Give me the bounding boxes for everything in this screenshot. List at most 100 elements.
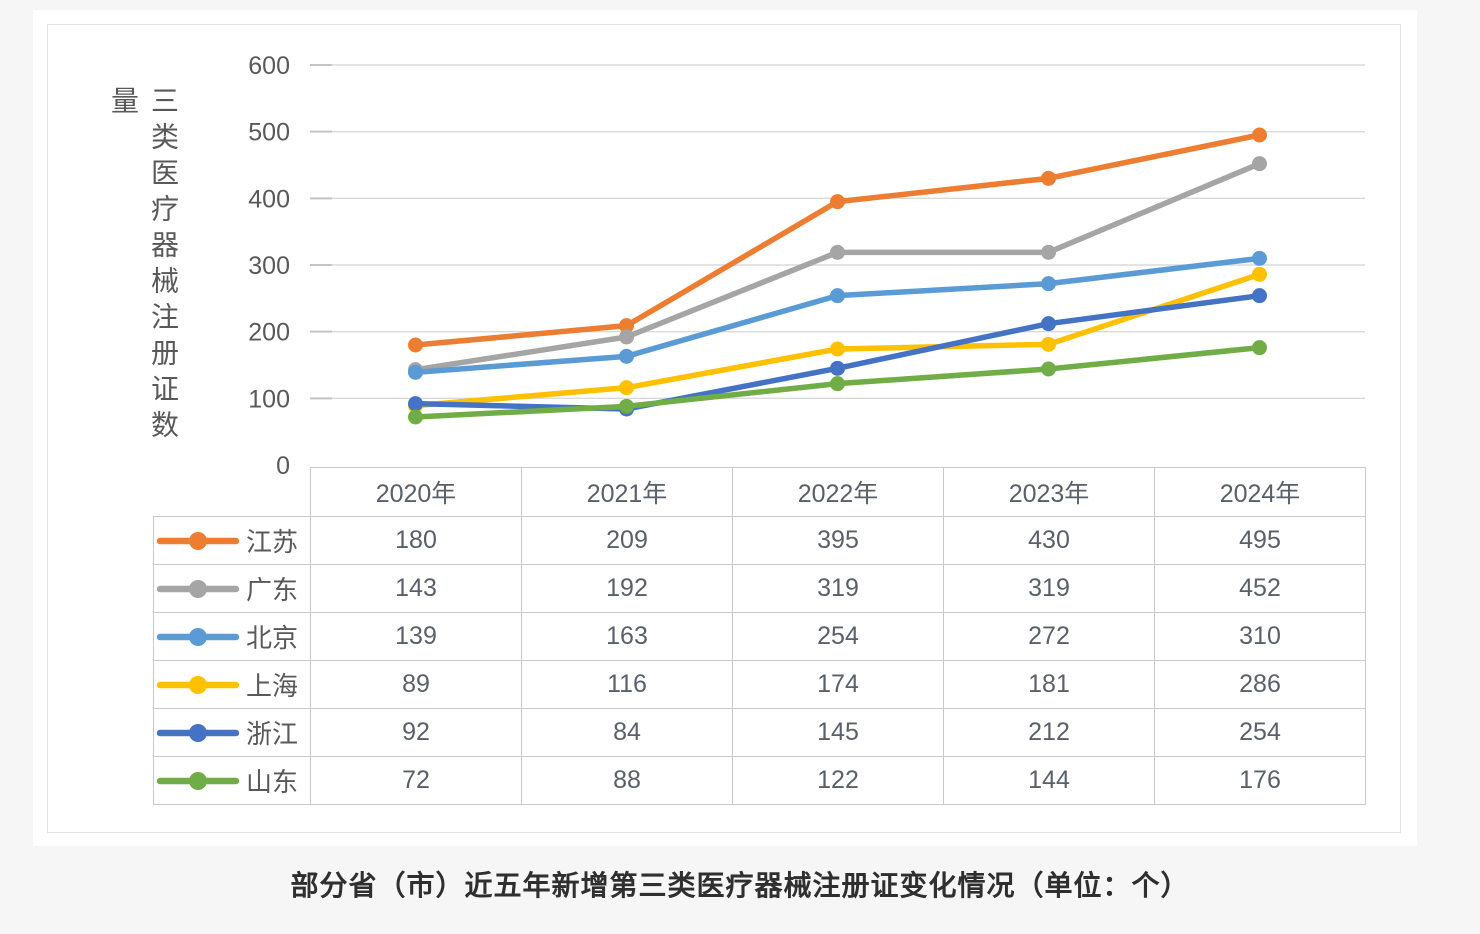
data-point bbox=[830, 360, 845, 376]
data-point bbox=[1041, 244, 1056, 260]
series-name: 广东 bbox=[246, 575, 299, 605]
line-chart: 0 100 200 300 400 500 600 bbox=[248, 52, 1365, 480]
value-cell: 89 bbox=[310, 660, 522, 709]
value-cell: 144 bbox=[943, 756, 1155, 805]
data-point bbox=[830, 341, 845, 357]
value-cell: 139 bbox=[310, 612, 522, 661]
value-cell: 84 bbox=[521, 708, 733, 757]
data-point bbox=[619, 348, 634, 364]
series-name: 浙江 bbox=[246, 719, 299, 749]
data-point bbox=[1252, 288, 1267, 304]
value-cell: 88 bbox=[521, 756, 733, 805]
data-table: 2020年 2021年 2022年 2023年 2024年 江苏 180 209 395 430… bbox=[153, 467, 1366, 805]
y-tick-label: 500 bbox=[248, 119, 290, 147]
table-row: 江苏 180 209 395 430 495 bbox=[153, 516, 1366, 565]
value-cell: 192 bbox=[521, 564, 733, 613]
data-point bbox=[408, 337, 423, 353]
y-tick-label: 300 bbox=[248, 252, 290, 280]
legend-line-marker-icon bbox=[157, 771, 239, 790]
data-point bbox=[1252, 156, 1267, 172]
year-header: 2024年 bbox=[1154, 467, 1366, 517]
value-cell: 495 bbox=[1154, 516, 1366, 565]
value-cell: 122 bbox=[732, 756, 944, 805]
data-point bbox=[1041, 336, 1056, 352]
value-cell: 212 bbox=[943, 708, 1155, 757]
y-tick-label: 400 bbox=[248, 185, 290, 213]
year-header: 2020年 bbox=[310, 467, 522, 517]
legend-line-marker-icon bbox=[157, 675, 239, 694]
value-cell: 319 bbox=[943, 564, 1155, 613]
data-point bbox=[619, 398, 634, 414]
data-point bbox=[619, 318, 634, 334]
legend-item-浙江: 浙江 bbox=[153, 708, 311, 757]
data-point bbox=[1041, 361, 1056, 377]
value-cell: 209 bbox=[521, 516, 733, 565]
value-cell: 163 bbox=[521, 612, 733, 661]
data-point bbox=[408, 396, 423, 412]
y-axis-title: 三类医疗器械注册证数量 bbox=[108, 86, 179, 446]
series-name: 上海 bbox=[246, 671, 299, 701]
series-name: 江苏 bbox=[246, 527, 299, 557]
chart-panel: 三类医疗器械注册证数量 0 100 200 300 400 500 600 2020年 202… bbox=[33, 10, 1417, 846]
data-point bbox=[830, 194, 845, 210]
legend-line-marker-icon bbox=[157, 723, 239, 742]
value-cell: 143 bbox=[310, 564, 522, 613]
legend-item-江苏: 江苏 bbox=[153, 516, 311, 565]
legend-line-marker-icon bbox=[157, 531, 239, 550]
value-cell: 72 bbox=[310, 756, 522, 805]
value-cell: 254 bbox=[732, 612, 944, 661]
y-tick-label: 600 bbox=[248, 52, 290, 80]
data-point bbox=[830, 244, 845, 260]
value-cell: 310 bbox=[1154, 612, 1366, 661]
table-row: 山东 72 88 122 144 176 bbox=[153, 756, 1366, 805]
table-body: 江苏 180 209 395 430 495 广东 143 192 319 319 452 北京 139 1… bbox=[153, 516, 1366, 805]
y-tick-label: 200 bbox=[248, 319, 290, 347]
year-header: 2022年 bbox=[732, 467, 944, 517]
table-row: 浙江 92 84 145 212 254 bbox=[153, 708, 1366, 757]
data-point bbox=[1252, 340, 1267, 356]
value-cell: 254 bbox=[1154, 708, 1366, 757]
table-corner-cell bbox=[154, 468, 311, 517]
data-point bbox=[1041, 170, 1056, 186]
data-point bbox=[1252, 250, 1267, 266]
chart-caption: 部分省（市）近五年新增第三类医疗器械注册证变化情况（单位：个） bbox=[290, 870, 1190, 901]
legend-line-marker-icon bbox=[157, 627, 239, 646]
data-point bbox=[408, 409, 423, 425]
value-cell: 430 bbox=[943, 516, 1155, 565]
series-name: 山东 bbox=[246, 767, 299, 797]
value-cell: 286 bbox=[1154, 660, 1366, 709]
data-point bbox=[619, 380, 634, 396]
data-point bbox=[1041, 276, 1056, 292]
value-cell: 116 bbox=[521, 660, 733, 709]
data-point bbox=[619, 329, 634, 345]
value-cell: 452 bbox=[1154, 564, 1366, 613]
table-header-row: 2020年 2021年 2022年 2023年 2024年 bbox=[154, 467, 1366, 517]
table-row: 广东 143 192 319 319 452 bbox=[153, 564, 1366, 613]
data-point bbox=[1041, 316, 1056, 332]
legend-item-上海: 上海 bbox=[153, 660, 311, 709]
legend-item-广东: 广东 bbox=[153, 564, 311, 613]
year-header: 2023年 bbox=[943, 467, 1155, 517]
y-tick-label: 0 bbox=[276, 452, 290, 480]
data-point bbox=[830, 288, 845, 304]
value-cell: 181 bbox=[943, 660, 1155, 709]
table-row: 上海 89 116 174 181 286 bbox=[153, 660, 1366, 709]
data-point bbox=[408, 364, 423, 380]
table-row: 北京 139 163 254 272 310 bbox=[153, 612, 1366, 661]
y-tick-label: 100 bbox=[248, 385, 290, 413]
series-name: 北京 bbox=[246, 623, 299, 653]
legend-line-marker-icon bbox=[157, 579, 239, 598]
legend-item-北京: 北京 bbox=[153, 612, 311, 661]
value-cell: 92 bbox=[310, 708, 522, 757]
legend-item-山东: 山东 bbox=[153, 756, 311, 805]
value-cell: 319 bbox=[732, 564, 944, 613]
value-cell: 174 bbox=[732, 660, 944, 709]
data-point bbox=[1252, 127, 1267, 143]
data-point bbox=[1252, 266, 1267, 282]
value-cell: 395 bbox=[732, 516, 944, 565]
year-header: 2021年 bbox=[521, 467, 733, 517]
value-cell: 145 bbox=[732, 708, 944, 757]
value-cell: 180 bbox=[310, 516, 522, 565]
value-cell: 272 bbox=[943, 612, 1155, 661]
value-cell: 176 bbox=[1154, 756, 1366, 805]
